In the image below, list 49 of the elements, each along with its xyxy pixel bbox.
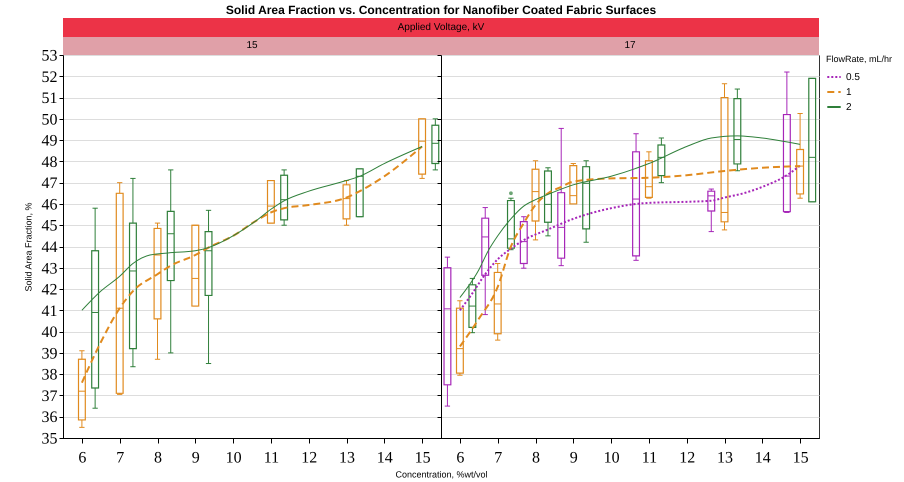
y-tick-label: 43 [42,260,58,278]
text: 15 [63,37,441,55]
y-tick-label: 51 [42,90,58,108]
x-tick-label: 11 [264,450,280,466]
y-tick-label: 47 [42,175,58,192]
x-tick-label: 10 [226,450,242,466]
chart-subtitle: Applied Voltage, kV [63,18,819,37]
y-tick-label: 35 [42,430,58,448]
y-tick-label: 37 [42,388,58,405]
x-tick-label: 6 [78,450,86,466]
x-tick-label: 10 [604,450,620,466]
y-tick-label: 42 [42,282,58,299]
text: 17 [441,37,819,55]
x-tick-label: 15 [414,450,431,466]
x-tick-label: 8 [532,450,540,466]
y-tick-label: 41 [42,302,58,320]
y-tick-label: 45 [42,218,58,235]
y-tick-label: 38 [42,366,58,384]
x-tick-label: 11 [642,450,658,466]
x-tick-label: 13 [717,450,733,466]
x-tick-label: 14 [754,450,771,466]
legend-label: 0.5 [846,72,860,83]
y-axis-title: Solid Area Fraction, % [24,202,34,292]
x-tick-label: 12 [301,450,318,466]
legend-label: 1 [846,87,852,98]
y-tick-label: 53 [42,48,58,64]
x-tick-label: 12 [679,450,696,466]
y-tick-label: 49 [42,132,58,150]
y-tick-label: 50 [42,111,58,128]
x-tick-label: 7 [494,450,502,466]
x-tick-label: 7 [116,450,124,466]
x-tick-label: 15 [792,450,809,466]
x-tick-label: 13 [339,450,355,466]
chart-title: Solid Area Fraction vs. Concentration for Nanofiber Coated Fabric Surfaces [224,2,658,18]
y-tick-label: 52 [42,68,58,86]
legend-title: FlowRate, mL/hr [826,54,892,64]
y-tick-label: 46 [42,196,58,214]
legend-label: 2 [846,102,852,113]
y-tick-label: 39 [42,345,58,362]
x-tick-label: 6 [456,450,464,466]
x-axis-title: Concentration, %wt/vol [395,470,488,480]
y-tick-label: 36 [42,409,58,426]
y-tick-label: 48 [42,154,58,171]
y-tick-label: 40 [42,324,58,342]
x-tick-label: 8 [154,450,162,466]
x-tick-label: 14 [376,450,393,466]
x-tick-label: 9 [192,450,200,466]
y-tick-label: 44 [42,239,58,256]
x-tick-label: 9 [570,450,578,466]
